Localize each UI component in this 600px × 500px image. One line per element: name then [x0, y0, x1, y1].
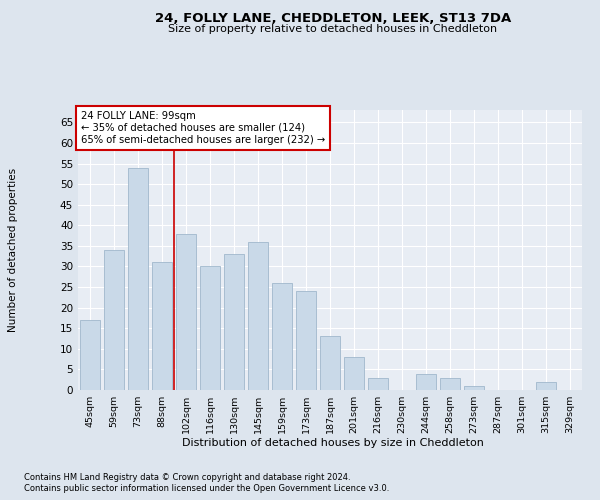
- Bar: [248, 242, 268, 390]
- Bar: [344, 357, 364, 390]
- Bar: [200, 266, 220, 390]
- Bar: [176, 234, 196, 390]
- Text: Contains public sector information licensed under the Open Government Licence v3: Contains public sector information licen…: [24, 484, 389, 493]
- Bar: [104, 250, 124, 390]
- Bar: [296, 291, 316, 390]
- Text: 24 FOLLY LANE: 99sqm
← 35% of detached houses are smaller (124)
65% of semi-deta: 24 FOLLY LANE: 99sqm ← 35% of detached h…: [80, 112, 325, 144]
- Text: Distribution of detached houses by size in Cheddleton: Distribution of detached houses by size …: [182, 438, 484, 448]
- Bar: [416, 374, 436, 390]
- Bar: [320, 336, 340, 390]
- Text: Number of detached properties: Number of detached properties: [8, 168, 18, 332]
- Bar: [80, 320, 100, 390]
- Text: Contains HM Land Registry data © Crown copyright and database right 2024.: Contains HM Land Registry data © Crown c…: [24, 472, 350, 482]
- Text: 24, FOLLY LANE, CHEDDLETON, LEEK, ST13 7DA: 24, FOLLY LANE, CHEDDLETON, LEEK, ST13 7…: [155, 12, 511, 26]
- Bar: [464, 386, 484, 390]
- Bar: [536, 382, 556, 390]
- Bar: [224, 254, 244, 390]
- Bar: [272, 283, 292, 390]
- Bar: [152, 262, 172, 390]
- Bar: [128, 168, 148, 390]
- Bar: [440, 378, 460, 390]
- Bar: [368, 378, 388, 390]
- Text: Size of property relative to detached houses in Cheddleton: Size of property relative to detached ho…: [169, 24, 497, 34]
